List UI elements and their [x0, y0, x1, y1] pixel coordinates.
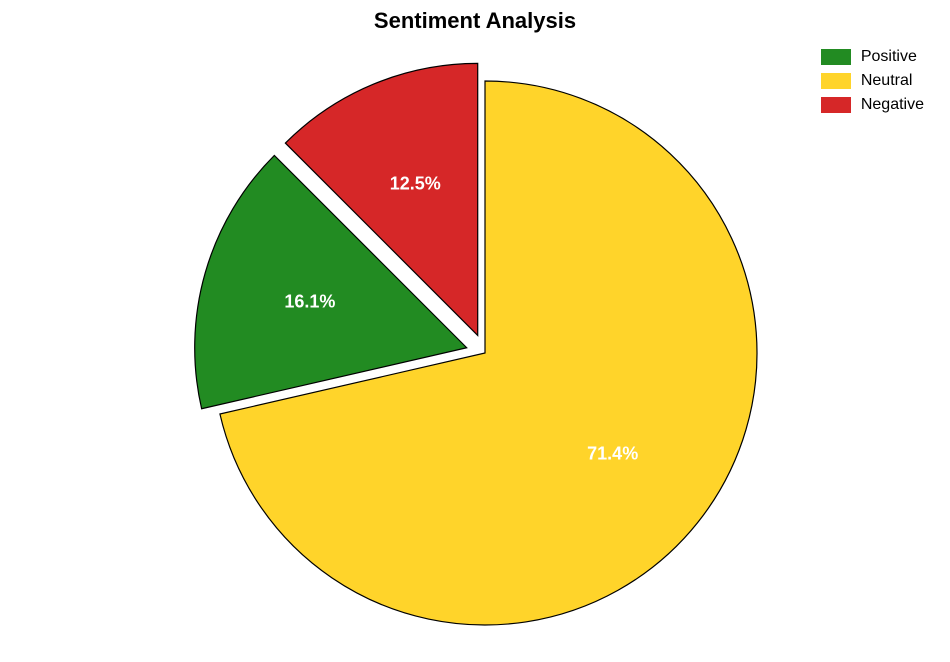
slice-label-negative: 12.5%: [390, 173, 441, 193]
legend: Positive Neutral Negative: [821, 48, 924, 120]
legend-item: Positive: [821, 48, 924, 66]
legend-label: Positive: [861, 48, 917, 66]
legend-swatch: [821, 49, 851, 65]
legend-item: Neutral: [821, 72, 924, 90]
chart-title: Sentiment Analysis: [0, 8, 950, 34]
legend-label: Neutral: [861, 72, 913, 90]
legend-label: Negative: [861, 96, 924, 114]
slice-label-positive: 16.1%: [284, 291, 335, 311]
legend-swatch: [821, 97, 851, 113]
slice-label-neutral: 71.4%: [587, 443, 638, 463]
pie-chart: 71.4% 16.1% 12.5%: [0, 0, 950, 662]
legend-swatch: [821, 73, 851, 89]
chart-container: Sentiment Analysis 71.4% 16.1% 12.5% Posit…: [0, 0, 950, 662]
legend-item: Negative: [821, 96, 924, 114]
